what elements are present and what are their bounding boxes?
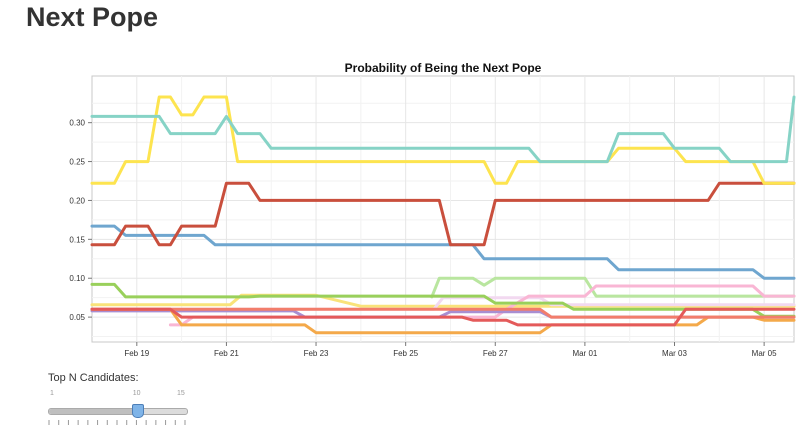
x-tick-label: Mar 03	[662, 349, 687, 358]
series-line-9	[90, 307, 796, 327]
x-tick-label: Feb 19	[124, 349, 149, 358]
slider-handle[interactable]	[131, 404, 144, 418]
x-tick-label: Feb 27	[483, 349, 508, 358]
y-tick-label: 0.15	[69, 235, 85, 244]
slider-fill	[49, 409, 138, 414]
series-lines	[90, 95, 796, 335]
slider-scale: 1 10 15	[48, 390, 193, 402]
series-line-4	[168, 284, 796, 327]
x-tick-label: Feb 23	[304, 349, 329, 358]
y-tick-label: 0.30	[69, 119, 85, 128]
y-tick-label: 0.10	[69, 274, 85, 283]
top-n-slider-control: Top N Candidates: 1 10 15	[48, 372, 193, 425]
series-line-13	[90, 95, 796, 164]
series-line-11	[90, 181, 796, 247]
chart-title: Probability of Being the Next Pope	[345, 61, 542, 75]
slider-max-label: 15	[177, 390, 185, 397]
y-tick-label: 0.20	[69, 196, 85, 205]
slider-ticks	[48, 420, 186, 425]
x-tick-label: Mar 05	[752, 349, 777, 358]
slider-label: Top N Candidates:	[48, 372, 139, 384]
y-axis: 0.05 0.10 0.15 0.20 0.25 0.30	[69, 119, 92, 322]
slider-value-label: 10	[132, 390, 141, 397]
page-title: Next Pope	[26, 2, 159, 32]
y-tick-label: 0.25	[69, 158, 85, 167]
x-tick-label: Feb 25	[393, 349, 418, 358]
series-line-12	[90, 95, 796, 185]
slider-min-label: 1	[50, 390, 54, 397]
series-line-3	[430, 276, 796, 299]
y-tick-label: 0.05	[69, 313, 85, 322]
x-tick-label: Mar 01	[572, 349, 597, 358]
probability-line-chart: 0.050.100.150.200.250.30 Feb 19 Feb 21 Feb…	[69, 61, 796, 358]
series-line-10	[90, 224, 796, 280]
x-tick-label: Feb 21	[214, 349, 239, 358]
series-line-8	[90, 307, 796, 319]
x-axis: Feb 19 Feb 21 Feb 23 Feb 25 Feb 27 Mar 01 Mar …	[124, 342, 777, 358]
slider-track[interactable]	[48, 408, 188, 415]
